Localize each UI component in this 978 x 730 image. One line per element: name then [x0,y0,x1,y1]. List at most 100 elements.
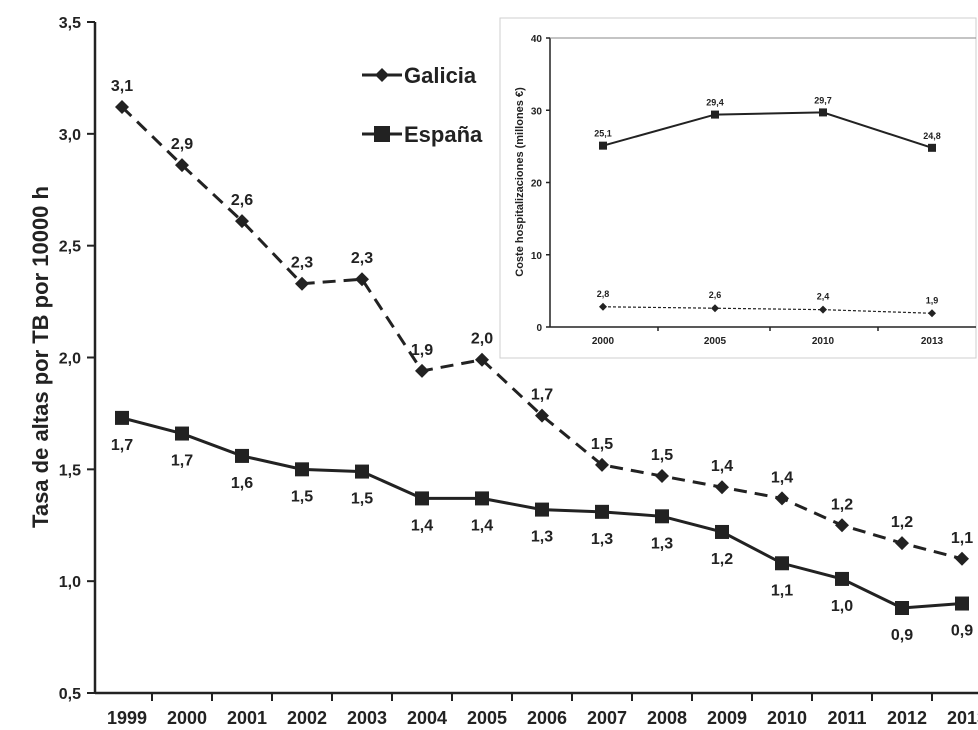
galicia-point [295,276,309,291]
inset-dotted-data-label: 2,8 [597,289,610,299]
inset-y-axis-title: Coste hospitalizaciones (millones €) [514,87,526,277]
x-tick-label: 2010 [767,708,807,728]
x-tick-label: 2007 [587,708,627,728]
galicia-data-label: 1,9 [411,342,433,359]
espana-point [415,491,429,506]
galicia-data-label: 2,3 [351,250,373,267]
espana-data-label: 1,4 [471,517,493,534]
inset-solid-point [711,110,719,119]
espana-data-label: 1,2 [711,551,733,568]
x-tick-label: 2009 [707,708,747,728]
inset-dotted-data-label: 2,4 [817,292,830,302]
y-tick-label: 3,0 [59,127,81,144]
espana-point [895,601,909,616]
espana-point [595,504,609,519]
x-tick-label: 2002 [287,708,327,728]
inset-x-tick-label: 2013 [921,336,944,347]
espana-data-label: 1,6 [231,475,253,492]
galicia-point [715,480,729,495]
espana-point [295,462,309,477]
x-tick-label: 2012 [887,708,927,728]
inset-y-tick-label: 20 [531,179,543,190]
legend-espana-label: España [404,122,483,147]
espana-data-label: 0,9 [891,627,913,644]
inset-series-dotted-line [602,306,933,314]
x-tick-label: 2013 [947,708,978,728]
espana-data-label: 1,3 [591,531,613,548]
inset-frame [499,17,977,359]
galicia-data-label: 2,6 [231,192,253,209]
espana-point [655,509,669,524]
y-tick-label: 2,5 [59,239,81,256]
inset-dotted-point [599,302,607,311]
galicia-data-label: 1,4 [771,469,793,486]
galicia-data-label: 1,1 [951,530,973,547]
espana-data-label: 0,9 [951,623,973,640]
espana-point [535,502,549,517]
espana-data-label: 1,7 [171,453,193,470]
galicia-data-label: 1,4 [711,458,733,475]
y-tick-label: 2,0 [59,351,81,368]
espana-point [955,596,969,611]
inset-solid-data-label: 24,8 [923,131,941,141]
inset-solid-data-label: 29,7 [814,95,832,105]
galicia-data-label: 1,7 [531,387,553,404]
inset-x-tick-label: 2010 [812,336,835,347]
galicia-point [955,551,969,566]
inset-x-tick-label: 2005 [704,336,727,347]
x-tick-label: 2005 [467,708,507,728]
espana-data-label: 1,3 [531,529,553,546]
y-tick-label: 1,0 [59,574,81,591]
galicia-point [595,457,609,472]
inset-dotted-point [819,305,827,314]
y-tick-label: 3,5 [59,15,81,32]
galicia-data-label: 1,5 [651,447,673,464]
espana-point [715,524,729,539]
y-axis-title: Tasa de altas por TB por 10000 h [28,186,53,528]
espana-data-label: 1,7 [111,437,133,454]
espana-point [355,464,369,479]
x-tick-label: 2003 [347,708,387,728]
galicia-point [235,214,249,229]
inset-dotted-data-label: 1,9 [926,295,939,305]
espana-data-label: 1,3 [651,535,673,552]
inset-y-tick-label: 10 [531,251,543,262]
legend-espana-marker [374,126,390,142]
legend-galicia-label: Galicia [404,63,477,88]
inset-y-tick-label: 30 [531,106,543,117]
galicia-data-label: 3,1 [111,78,133,95]
galicia-point [775,491,789,506]
series-galicia-line [120,105,963,561]
legend-galicia-marker [375,68,389,82]
x-tick-label: 2000 [167,708,207,728]
galicia-data-label: 2,3 [291,255,313,272]
galicia-data-label: 2,9 [171,136,193,153]
x-tick-label: 2008 [647,708,687,728]
espana-point [835,571,849,586]
inset-y-tick-label: 40 [531,34,543,45]
x-tick-label: 2011 [827,708,866,728]
inset-solid-point [928,143,936,152]
inset-dotted-point [711,304,719,313]
x-tick-label: 2006 [527,708,567,728]
y-tick-label: 0,5 [59,686,81,703]
espana-point [475,491,489,506]
galicia-data-label: 2,0 [471,331,493,348]
x-tick-label: 2004 [407,708,447,728]
galicia-data-label: 1,2 [831,496,853,513]
galicia-point [835,518,849,533]
inset-solid-point [599,141,607,150]
galicia-point [895,536,909,551]
inset-series-solid-line [602,111,933,149]
galicia-point [115,99,129,114]
espana-point [235,448,249,463]
galicia-point [535,408,549,423]
galicia-point [355,272,369,287]
x-tick-label: 2001 [227,708,267,728]
galicia-point [175,158,189,173]
galicia-data-label: 1,2 [891,514,913,531]
x-tick-label: 1999 [107,708,147,728]
galicia-data-label: 1,5 [591,436,613,453]
